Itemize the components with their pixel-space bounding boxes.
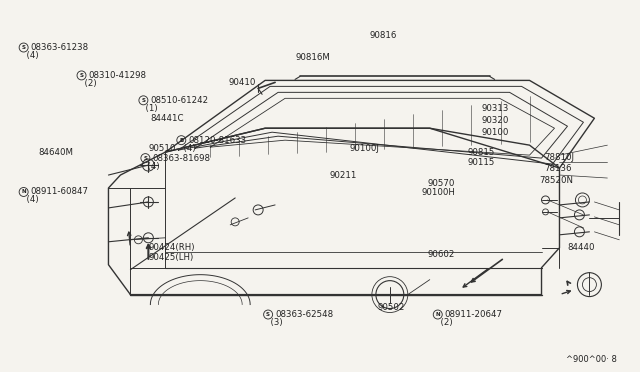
Text: 90313: 90313 — [482, 104, 509, 113]
Text: (4): (4) — [179, 144, 196, 153]
Text: 90211: 90211 — [330, 170, 357, 180]
Text: 08911-60847: 08911-60847 — [31, 187, 88, 196]
Text: 90100: 90100 — [482, 128, 509, 137]
Text: B: B — [179, 138, 184, 143]
Text: 90425(LH): 90425(LH) — [148, 253, 194, 262]
Text: 08363-81698: 08363-81698 — [152, 154, 211, 163]
Text: 90816M: 90816M — [295, 53, 330, 62]
Text: 08363-61238: 08363-61238 — [31, 43, 89, 52]
Text: 90424(RH): 90424(RH) — [148, 243, 195, 252]
Text: (4): (4) — [20, 51, 38, 60]
Text: (2): (2) — [79, 79, 96, 88]
Text: N: N — [21, 189, 26, 195]
Text: 90100J: 90100J — [350, 144, 380, 153]
Text: 90570: 90570 — [428, 179, 455, 187]
Text: 08363-62548: 08363-62548 — [275, 310, 333, 319]
Text: 90816: 90816 — [370, 31, 397, 40]
Text: 08510-61242: 08510-61242 — [150, 96, 209, 105]
Text: 84441C: 84441C — [150, 114, 184, 123]
Text: (2): (2) — [435, 318, 452, 327]
Text: 08911-20647: 08911-20647 — [445, 310, 503, 319]
Text: 90100H: 90100H — [422, 189, 456, 198]
Text: S: S — [79, 73, 83, 78]
Text: 84440: 84440 — [568, 243, 595, 252]
Text: N: N — [435, 312, 440, 317]
Text: 90815: 90815 — [468, 148, 495, 157]
Text: (3): (3) — [265, 318, 283, 327]
Text: 90602: 90602 — [428, 250, 455, 259]
Text: ^900^00· 8: ^900^00· 8 — [566, 355, 618, 364]
Text: (4): (4) — [20, 195, 38, 205]
Text: 08310-41298: 08310-41298 — [88, 71, 147, 80]
Text: S: S — [22, 45, 26, 50]
Text: S: S — [266, 312, 270, 317]
Text: 08120-81633: 08120-81633 — [188, 136, 246, 145]
Text: 90115: 90115 — [468, 158, 495, 167]
Text: 84640M: 84640M — [38, 148, 74, 157]
Text: 78520N: 78520N — [540, 176, 573, 185]
Text: (4): (4) — [142, 161, 160, 171]
Text: 90502: 90502 — [378, 303, 405, 312]
Text: 78136: 78136 — [545, 164, 572, 173]
Text: 90320: 90320 — [482, 116, 509, 125]
Text: 90510: 90510 — [148, 144, 176, 153]
Text: S: S — [141, 98, 145, 103]
Text: (1): (1) — [140, 104, 158, 113]
Text: S: S — [143, 155, 147, 161]
Text: 78810J: 78810J — [545, 153, 575, 161]
Text: 90410: 90410 — [228, 78, 255, 87]
